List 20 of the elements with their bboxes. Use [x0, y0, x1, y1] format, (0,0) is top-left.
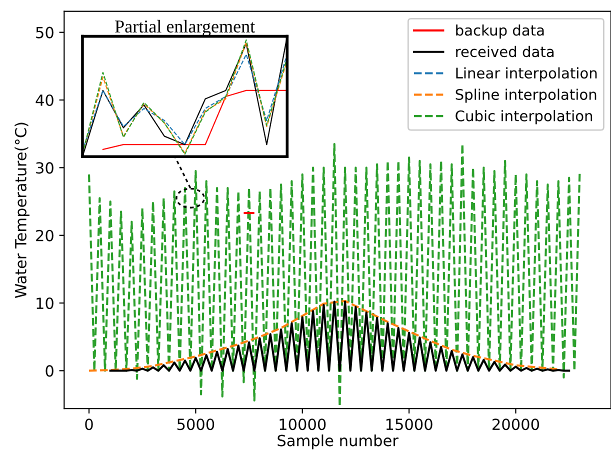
y-tick-label: 40: [36, 94, 54, 106]
chart-title: Partial enlargement: [115, 20, 255, 36]
y-tick-label: 10: [36, 297, 54, 310]
x-tick-label: 5000: [177, 418, 214, 430]
x-tick-label: 20000: [492, 418, 540, 430]
y-tick-label: 30: [36, 162, 54, 174]
legend-label: Spline interpolation: [456, 88, 596, 103]
legend-label: backup data: [456, 24, 544, 39]
legend-label: Cubic interpolation: [456, 110, 592, 124]
x-tick-label: 10000: [280, 418, 326, 430]
y-tick-label: 50: [36, 26, 54, 38]
legend-label: Linear interpolation: [456, 67, 597, 82]
x-axis-title: Sample number: [278, 434, 398, 450]
x-tick-label: 15000: [386, 418, 432, 430]
x-tick-label: 0: [85, 418, 93, 430]
y-tick-label: 20: [36, 230, 54, 242]
y-tick-label: 0: [46, 365, 54, 377]
y-axis-title: Water Temperature(°C): [14, 122, 30, 298]
legend-label: received data: [456, 46, 554, 58]
line-series: [88, 142, 581, 408]
